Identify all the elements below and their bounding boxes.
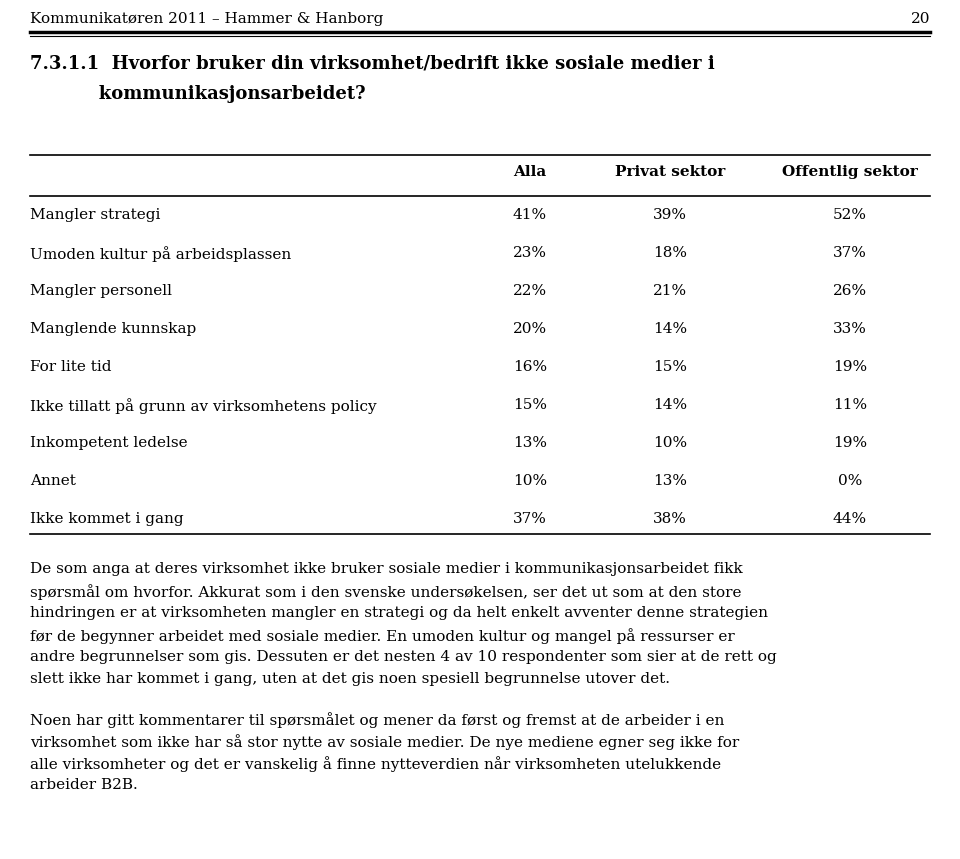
Text: alle virksomheter og det er vanskelig å finne nytteverdien når virksomheten utel: alle virksomheter og det er vanskelig å … (30, 756, 721, 772)
Text: 10%: 10% (653, 436, 687, 450)
Text: Privat sektor: Privat sektor (614, 165, 725, 179)
Text: før de begynner arbeidet med sosiale medier. En umoden kultur og mangel på ressu: før de begynner arbeidet med sosiale med… (30, 628, 734, 644)
Text: De som anga at deres virksomhet ikke bruker sosiale medier i kommunikasjonsarbei: De som anga at deres virksomhet ikke bru… (30, 562, 743, 576)
Text: 11%: 11% (833, 398, 867, 412)
Text: For lite tid: For lite tid (30, 360, 111, 374)
Text: Ikke tillatt på grunn av virksomhetens policy: Ikke tillatt på grunn av virksomhetens p… (30, 398, 376, 414)
Text: virksomhet som ikke har så stor nytte av sosiale medier. De nye mediene egner se: virksomhet som ikke har så stor nytte av… (30, 734, 739, 750)
Text: 21%: 21% (653, 284, 687, 298)
Text: Annet: Annet (30, 474, 76, 488)
Text: Manglende kunnskap: Manglende kunnskap (30, 322, 196, 336)
Text: 15%: 15% (653, 360, 687, 374)
Text: 23%: 23% (513, 246, 547, 260)
Text: 20%: 20% (513, 322, 547, 336)
Text: andre begrunnelser som gis. Dessuten er det nesten 4 av 10 respondenter som sier: andre begrunnelser som gis. Dessuten er … (30, 650, 777, 664)
Text: 15%: 15% (513, 398, 547, 412)
Text: Inkompetent ledelse: Inkompetent ledelse (30, 436, 187, 450)
Text: 20: 20 (910, 12, 930, 26)
Text: spørsmål om hvorfor. Akkurat som i den svenske undersøkelsen, ser det ut som at : spørsmål om hvorfor. Akkurat som i den s… (30, 584, 741, 600)
Text: Kommunikatøren 2011 – Hammer & Hanborg: Kommunikatøren 2011 – Hammer & Hanborg (30, 12, 383, 26)
Text: 44%: 44% (833, 512, 867, 526)
Text: slett ikke har kommet i gang, uten at det gis noen spesiell begrunnelse utover d: slett ikke har kommet i gang, uten at de… (30, 672, 670, 686)
Text: Mangler personell: Mangler personell (30, 284, 172, 298)
Text: Noen har gitt kommentarer til spørsmålet og mener da først og fremst at de arbei: Noen har gitt kommentarer til spørsmålet… (30, 712, 725, 728)
Text: Alla: Alla (514, 165, 546, 179)
Text: 26%: 26% (833, 284, 867, 298)
Text: 13%: 13% (653, 474, 687, 488)
Text: 37%: 37% (833, 246, 867, 260)
Text: 39%: 39% (653, 208, 687, 222)
Text: 7.3.1.1  Hvorfor bruker din virksomhet/bedrift ikke sosiale medier i: 7.3.1.1 Hvorfor bruker din virksomhet/be… (30, 55, 715, 73)
Text: 22%: 22% (513, 284, 547, 298)
Text: Mangler strategi: Mangler strategi (30, 208, 160, 222)
Text: kommunikasjonsarbeidet?: kommunikasjonsarbeidet? (30, 85, 366, 103)
Text: 10%: 10% (513, 474, 547, 488)
Text: 19%: 19% (833, 436, 867, 450)
Text: hindringen er at virksomheten mangler en strategi og da helt enkelt avventer den: hindringen er at virksomheten mangler en… (30, 606, 768, 620)
Text: Umoden kultur på arbeidsplassen: Umoden kultur på arbeidsplassen (30, 246, 291, 262)
Text: 41%: 41% (513, 208, 547, 222)
Text: 0%: 0% (838, 474, 862, 488)
Text: 19%: 19% (833, 360, 867, 374)
Text: arbeider B2B.: arbeider B2B. (30, 778, 137, 792)
Text: Ikke kommet i gang: Ikke kommet i gang (30, 512, 183, 526)
Text: 14%: 14% (653, 322, 687, 336)
Text: 13%: 13% (513, 436, 547, 450)
Text: 52%: 52% (833, 208, 867, 222)
Text: 14%: 14% (653, 398, 687, 412)
Text: 18%: 18% (653, 246, 687, 260)
Text: Offentlig sektor: Offentlig sektor (782, 165, 918, 179)
Text: 38%: 38% (653, 512, 687, 526)
Text: 37%: 37% (513, 512, 547, 526)
Text: 33%: 33% (833, 322, 867, 336)
Text: 16%: 16% (513, 360, 547, 374)
